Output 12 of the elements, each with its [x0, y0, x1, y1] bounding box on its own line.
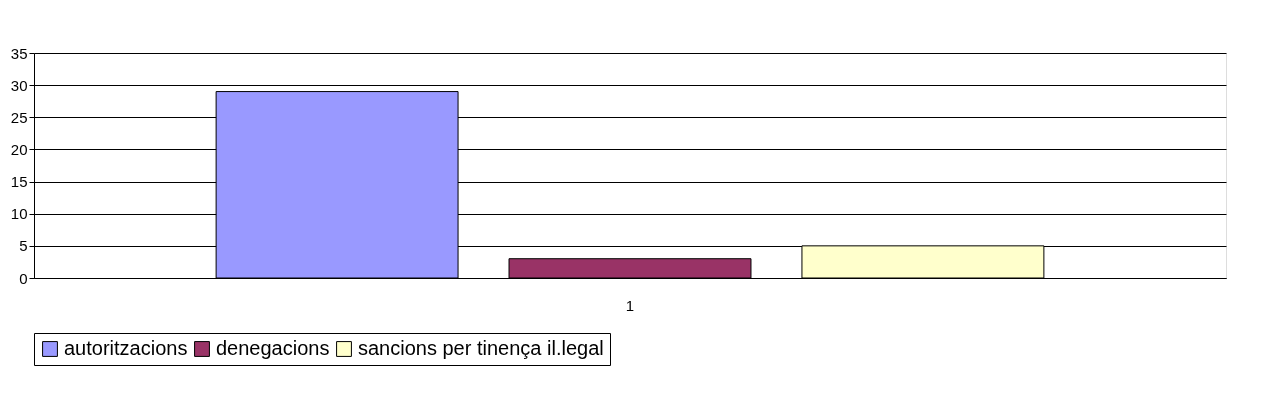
y-tick-label: 15 [10, 173, 28, 191]
y-tick-label: 30 [10, 76, 28, 94]
legend-label: autoritzacions [64, 337, 188, 359]
legend-label: denegacions [216, 337, 330, 359]
x-tick-label: 1 [625, 296, 635, 314]
y-tick-label: 25 [10, 108, 28, 126]
y-tick-label: 0 [19, 269, 28, 287]
y-tick-label: 20 [10, 140, 28, 158]
legend-label: sancions per tinença il.legal [358, 337, 604, 359]
y-tick-label: 35 [10, 44, 28, 62]
y-tick-label: 10 [10, 205, 28, 223]
y-tick-label: 5 [19, 237, 28, 255]
